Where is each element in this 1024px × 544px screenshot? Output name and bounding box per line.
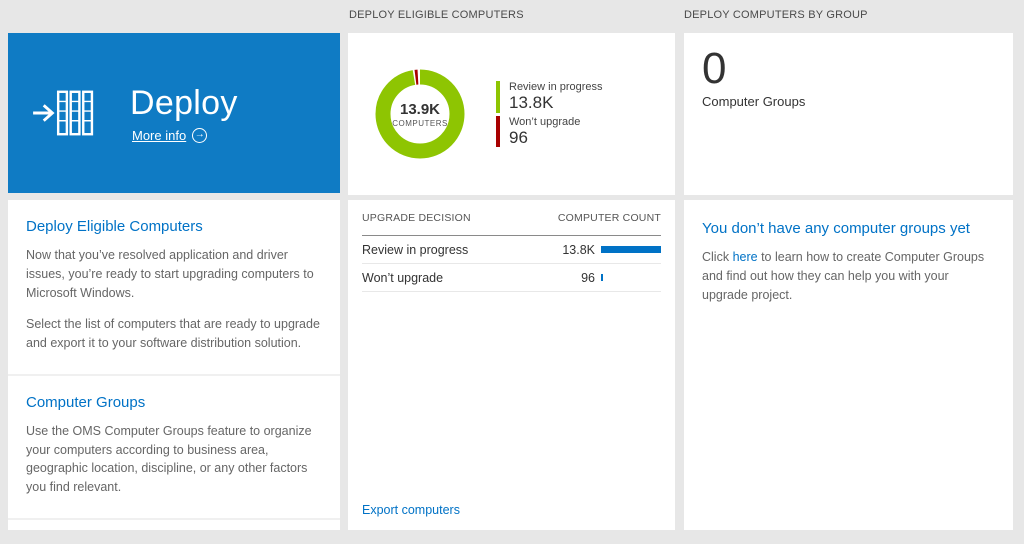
row-label: Won’t upgrade [362,270,444,285]
legend-texts: Won’t upgrade 96 [509,116,580,148]
section-header-deploy-eligible-computers: DEPLOY ELIGIBLE COMPUTERS [349,9,524,21]
deploy-eligible-paragraph-2: Select the list of computers that are re… [26,317,320,350]
chart-legend: Review in progress 13.8K Won’t upgrade 9… [496,80,603,148]
legend-swatch-green [496,80,500,113]
legend-swatch-red [496,115,500,148]
legend-value: 96 [509,127,528,147]
row-bar-cell [595,274,661,281]
computer-groups-count-card[interactable]: 0 Computer Groups [684,33,1013,195]
column-header-upgrade-decision: UPGRADE DECISION [362,211,471,224]
deploy-description-card: Deploy Eligible Computers Now that you’v… [8,200,340,530]
computer-groups-heading: Computer Groups [26,393,146,411]
section-header-deploy-computers-by-group: DEPLOY COMPUTERS BY GROUP [684,9,868,21]
row-bar-cell [595,246,661,253]
deploy-eligible-paragraph-1: Now that you’ve resolved application and… [26,248,314,300]
computer-groups-count-label: Computer Groups [702,94,806,110]
more-info-link[interactable]: More info [132,127,187,143]
deploy-eligible-heading: Deploy Eligible Computers [26,218,203,235]
export-computers-link[interactable]: Export computers [362,503,460,517]
table-row-wont-upgrade[interactable]: Won’t upgrade 96 [362,264,661,292]
deploy-tile[interactable]: Deploy More info → [8,33,340,193]
row-count: 13.8K [562,242,595,257]
row-label: Review in progress [362,242,469,257]
column-header-computer-count: COMPUTER COUNT [557,211,661,224]
computer-groups-count: 0 [702,44,727,93]
computer-groups-paragraph: Use the OMS Computer Groups feature to o… [26,423,312,494]
legend-item-wont-upgrade[interactable]: Won’t upgrade 96 [496,115,603,148]
no-groups-text-before: Click [702,250,733,264]
count-bar [601,274,603,281]
donut-chart[interactable]: 13.9K COMPUTERS [370,64,470,164]
row-count: 96 [581,270,595,285]
no-groups-text: Click here to learn how to create Comput… [702,248,995,304]
eligible-computers-chart-card: 13.9K COMPUTERS Review in progress 13.8K… [348,33,675,195]
arrow-circle-icon[interactable]: → [192,127,208,143]
legend-label: Review in progress [509,80,603,93]
legend-texts: Review in progress 13.8K [509,81,603,113]
empty-section [8,517,340,544]
deploy-icon [32,86,94,140]
upgrade-decision-table-card: UPGRADE DECISION COMPUTER COUNT Review i… [348,200,675,530]
deploy-tile-text: Deploy More info → [130,84,238,143]
deploy-eligible-section: Deploy Eligible Computers Now that you’v… [8,200,340,374]
no-groups-info-card: You don’t have any computer groups yet C… [684,200,1013,530]
table-row-review-in-progress[interactable]: Review in progress 13.8K [362,236,661,264]
deploy-tile-title: Deploy [130,83,238,122]
table-header-row: UPGRADE DECISION COMPUTER COUNT [362,200,661,236]
computer-groups-section: Computer Groups Use the OMS Computer Gro… [8,373,340,518]
legend-item-review-in-progress[interactable]: Review in progress 13.8K [496,80,603,113]
count-bar [601,246,661,253]
no-groups-text-after: to learn how to create Computer Groups a… [702,250,985,302]
donut-svg [375,69,465,159]
legend-label: Won’t upgrade [509,115,581,128]
more-info-row: More info → [132,127,238,143]
no-groups-heading: You don’t have any computer groups yet [702,220,970,237]
donut-slice-review-in-progress[interactable] [375,69,465,159]
legend-value: 13.8K [509,92,554,112]
here-link[interactable]: here [732,250,758,264]
